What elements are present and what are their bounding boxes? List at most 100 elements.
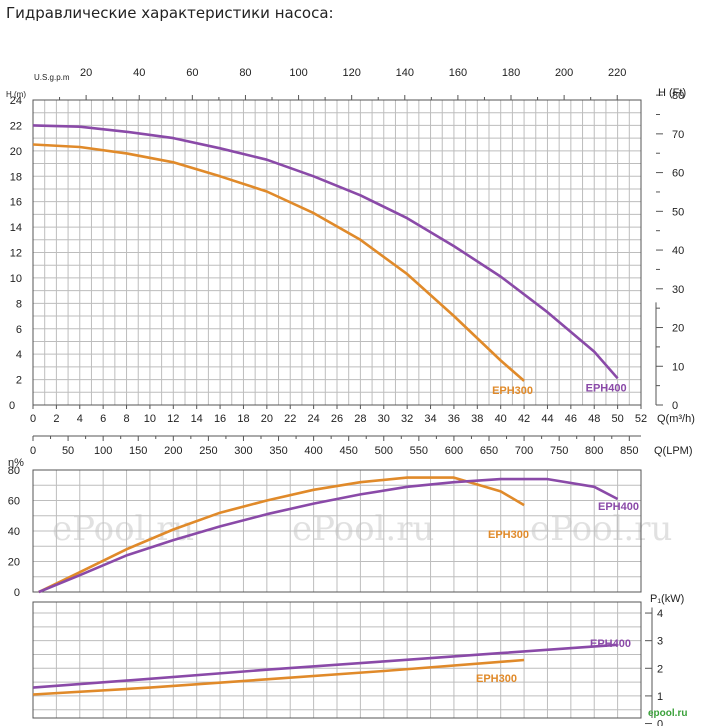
eff-label-eph300: EPH300 [488,529,529,541]
head-x2-tick: 20 [80,67,92,79]
head-x-tick: 4 [77,413,83,425]
head-x2-tick: 80 [239,67,251,79]
lpm-tick: 550 [410,445,428,457]
head-x-tick: 12 [167,413,179,425]
head-x2-tick: 120 [342,67,360,79]
head-y-tick: 18 [10,171,22,183]
head-x-tick: 14 [191,413,203,425]
head-x-tick: 30 [378,413,390,425]
power-y-tick: 1 [657,691,663,703]
head-x-label: Q(m³/h) [657,413,695,425]
head-x2-tick: 160 [449,67,467,79]
head-x2-tick: 180 [502,67,520,79]
power-y-tick: 4 [657,608,663,620]
power-y-tick: 2 [657,663,663,675]
eff-frame [32,469,642,593]
head-y2-tick: 70 [672,129,684,141]
head-y-tick: 8 [16,298,22,310]
head-series-eph300 [32,143,525,382]
eff-series-eph400 [38,477,619,594]
head-x-tick: 38 [471,413,483,425]
eff-y-tick: 20 [8,557,20,569]
head-y-tick: 14 [10,222,22,234]
head-y2-tick: 10 [672,361,684,373]
lpm-tick: 850 [620,445,638,457]
head-x-tick: 22 [284,413,296,425]
lpm-tick: 350 [269,445,287,457]
lpm-tick: 750 [550,445,568,457]
head-y-label: H (m) [6,90,26,99]
head-y-tick: 4 [16,349,22,361]
power-label-eph400: EPH400 [590,638,631,650]
eff-y-label: η% [8,457,24,469]
head-y2-tick: 80 [672,90,684,102]
head-y2-tick: 50 [672,206,684,218]
head-x2-tick: 40 [133,67,145,79]
head-x2-tick: 140 [396,67,414,79]
power-y-label: P₁(kW) [650,593,684,605]
power-frame [32,601,642,719]
power-y-tick: 0 [657,719,663,726]
head-y-tick: 2 [16,375,22,387]
head-y2-label: H (Ft) [658,87,686,99]
efficiency-chart: 0 20 40 60 80η% EPH300 EPH400 [8,457,642,599]
head-x-tick: 36 [448,413,460,425]
head-x-tick: 44 [541,413,553,425]
power-series-eph400 [32,643,618,689]
logo: epool.ru [648,708,687,719]
eff-label-eph400: EPH400 [598,501,639,513]
lpm-tick: 100 [94,445,112,457]
lpm-tick: 0 [30,445,36,457]
lpm-tick: 250 [199,445,217,457]
watermark-text: ePool.ru [530,509,672,549]
head-x-tick: 32 [401,413,413,425]
head-y2-tick: 30 [672,284,684,296]
head-x-tick: 52 [635,413,647,425]
eff-y-tick: 0 [14,587,20,599]
head-y-tick: 0 [9,400,15,412]
head-x-tick: 40 [495,413,507,425]
head-y-tick: 24 [10,95,22,107]
head-x-tick: 24 [307,413,319,425]
head-x2-tick: 220 [608,67,626,79]
head-label-eph400: EPH400 [586,382,627,394]
head-x2-tick: 100 [289,67,307,79]
head-x-tick: 42 [518,413,530,425]
lpm-tick: 400 [304,445,322,457]
head-x-tick: 8 [123,413,129,425]
lpm-tick: 800 [585,445,603,457]
head-y-tick: 12 [10,248,22,260]
eff-y-tick: 60 [8,496,20,508]
head-x-tick: 50 [611,413,623,425]
head-x2-tick: 200 [555,67,573,79]
watermark: ePool.ru ePool.ru ePool.ru [52,509,672,549]
lpm-tick: 600 [445,445,463,457]
head-x-tick: 20 [261,413,273,425]
head-x-tick: 2 [53,413,59,425]
head-x2-label: U.S.g.p.m [34,73,70,82]
lpm-tick: 450 [340,445,358,457]
head-x-tick: 28 [354,413,366,425]
lpm-axis: 0 50 100 150 200 250 300 350 400 450 500 550 600 650 7… [30,435,693,457]
head-series-eph400 [32,124,619,380]
head-y-tick: 22 [10,120,22,132]
lpm-tick: 300 [234,445,252,457]
power-label-eph300: EPH300 [476,673,517,685]
lpm-tick: 700 [515,445,533,457]
power-chart: 0 1 2 3 4 P₁(kW) EPH300 EPH400 [32,593,684,726]
head-x-tick: 0 [30,413,36,425]
lpm-tick: 50 [62,445,74,457]
head-y2-tick: 20 [672,323,684,335]
head-y-tick: 6 [16,324,22,336]
head-x-tick: 16 [214,413,226,425]
logo-text: epool.ru [648,708,687,719]
head-x-tick: 48 [588,413,600,425]
head-x2-tick: 60 [186,67,198,79]
power-series-eph300 [32,658,525,696]
lpm-label: Q(LPM) [654,445,693,457]
head-x-tick: 46 [565,413,577,425]
power-y-tick: 3 [657,636,663,648]
head-x-tick: 10 [144,413,156,425]
eff-y-tick: 80 [8,465,20,477]
